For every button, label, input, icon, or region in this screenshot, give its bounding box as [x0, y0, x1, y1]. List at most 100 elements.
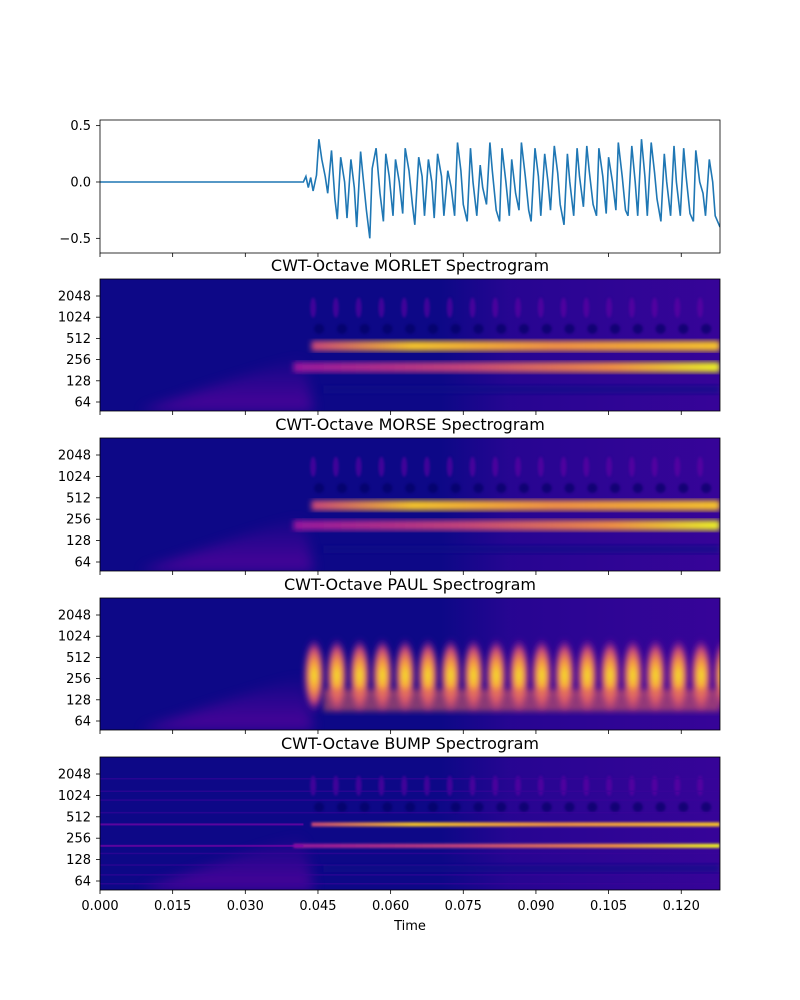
texture-mark [519, 483, 530, 494]
texture-mark [583, 297, 590, 318]
texture-mark [724, 324, 734, 334]
texture-mark [655, 323, 666, 334]
y-tick-label: 256 [66, 513, 91, 528]
texture-mark [359, 802, 370, 813]
morlet-panel: CWT-Octave MORLET Spectrogram 2048 1024 51… [58, 256, 734, 415]
texture-mark [701, 323, 712, 334]
bump-harmonic-line [100, 777, 720, 780]
y-ticks: 2048 1024 512 256 128 64 [58, 449, 100, 571]
y-tick-label: 0.5 [70, 119, 91, 134]
morlet-title: CWT-Octave MORLET Spectrogram [271, 256, 549, 275]
texture-mark [560, 297, 567, 318]
texture-mark [405, 483, 416, 494]
low-freq-dip [323, 385, 720, 394]
texture-mark [355, 456, 362, 477]
texture-mark [401, 297, 408, 318]
texture-mark [541, 323, 552, 334]
x-tick-label: 0.060 [372, 899, 409, 914]
onset-wedge [140, 354, 314, 411]
texture-mark [446, 456, 453, 477]
y-ticks: 0.5 0.0 −0.5 [59, 119, 100, 247]
texture-mark [587, 802, 598, 813]
texture-mark [537, 297, 544, 318]
morse-heatmap [100, 438, 734, 571]
texture-mark [583, 456, 590, 477]
bump-heatmap [100, 757, 734, 890]
texture-mark [697, 297, 704, 318]
bump-harmonic-line [100, 874, 720, 876]
lower-energy-band [293, 520, 720, 531]
y-tick-label: 64 [74, 875, 91, 890]
signal-line [100, 139, 720, 239]
texture-mark [701, 483, 712, 494]
x-tick-label: 0.000 [81, 899, 118, 914]
onset-wedge [140, 673, 314, 730]
texture-mark [678, 483, 689, 494]
texture-mark [405, 802, 416, 813]
upper-energy-band [311, 500, 720, 511]
texture-mark [719, 464, 720, 470]
morlet-heatmap [100, 279, 734, 411]
texture-mark [655, 483, 666, 494]
y-tick-label: 64 [74, 556, 91, 571]
bump-pre-onset-line [100, 823, 304, 826]
texture-mark [378, 456, 385, 477]
texture-mark [332, 456, 339, 477]
texture-mark [314, 323, 325, 334]
texture-mark [382, 483, 393, 494]
texture-mark [515, 297, 522, 318]
texture-mark [401, 456, 408, 477]
texture-mark [610, 323, 621, 334]
texture-mark [450, 323, 461, 334]
texture-mark [405, 323, 416, 334]
texture-mark [560, 456, 567, 477]
texture-mark [697, 456, 704, 477]
texture-mark [473, 323, 484, 334]
x-tick-label: 0.090 [517, 899, 554, 914]
texture-mark [678, 323, 689, 334]
x-tick-label: 0.015 [154, 899, 191, 914]
onset-wedge [140, 833, 314, 890]
y-tick-label: 128 [66, 693, 91, 708]
texture-mark [724, 802, 734, 812]
texture-mark [427, 483, 438, 494]
texture-mark [519, 323, 530, 334]
x-ticks [99, 730, 682, 734]
texture-mark [427, 802, 438, 813]
low-band [323, 689, 720, 712]
texture-mark [469, 456, 476, 477]
texture-mark [724, 483, 734, 493]
x-ticks: 0.000 0.015 0.030 0.045 0.060 0.075 0.090 0.105… [81, 890, 700, 914]
lower-energy-band [293, 362, 720, 373]
texture-mark [719, 305, 720, 311]
texture-mark [427, 323, 438, 334]
y-tick-label: 2048 [58, 768, 91, 783]
texture-mark [355, 297, 362, 318]
y-tick-label: 512 [66, 491, 91, 506]
texture-mark [632, 802, 643, 813]
y-tick-label: 1024 [58, 630, 91, 645]
y-tick-label: 512 [66, 810, 91, 825]
x-ticks [99, 253, 682, 257]
upper-energy-band [311, 822, 720, 827]
y-tick-label: 256 [66, 832, 91, 847]
texture-mark [564, 802, 575, 813]
texture-mark [473, 802, 484, 813]
bump-title: CWT-Octave BUMP Spectrogram [281, 734, 539, 753]
texture-mark [382, 802, 393, 813]
bump-harmonic-line [100, 790, 720, 793]
y-tick-label: 2048 [58, 290, 91, 305]
texture-mark [310, 456, 317, 477]
y-tick-label: 1024 [58, 789, 91, 804]
texture-mark [674, 456, 681, 477]
y-tick-label: 2048 [58, 449, 91, 464]
texture-mark [564, 483, 575, 494]
y-tick-label: 128 [66, 534, 91, 549]
y-tick-label: 0.0 [70, 175, 91, 190]
texture-mark [332, 297, 339, 318]
bump-harmonic-line [100, 852, 720, 855]
texture-mark [314, 483, 325, 494]
y-tick-label: 64 [74, 396, 91, 411]
texture-mark [655, 802, 666, 813]
